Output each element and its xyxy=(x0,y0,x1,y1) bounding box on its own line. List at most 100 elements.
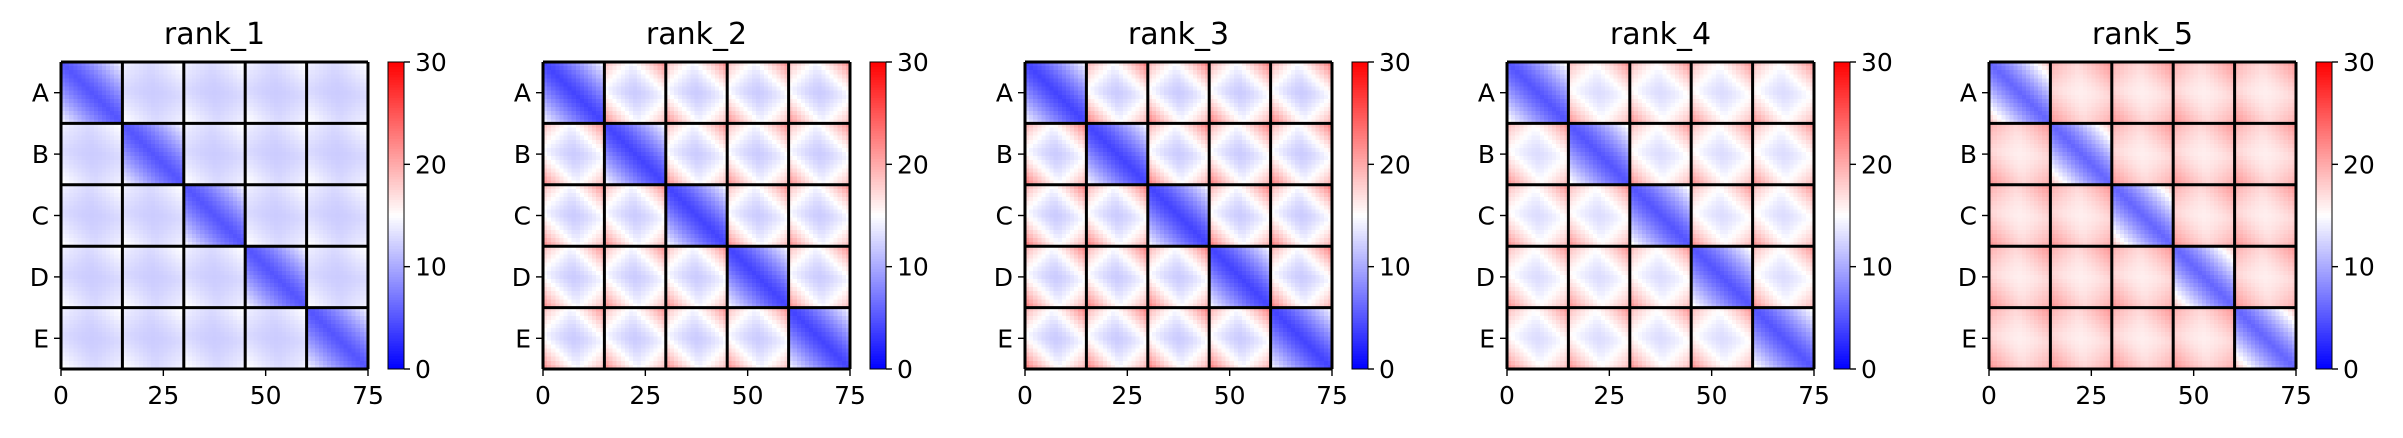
heatmap-cell xyxy=(106,94,111,100)
heatmap-cell xyxy=(159,119,164,124)
heatmap-cell xyxy=(142,205,148,210)
heatmap-cell xyxy=(61,303,66,308)
heatmap-cell xyxy=(69,233,74,239)
heatmap-cell xyxy=(187,266,193,272)
heatmap-cell xyxy=(273,315,279,321)
heatmap-cell xyxy=(163,127,168,132)
heatmap-cell xyxy=(265,242,271,247)
heatmap-cell xyxy=(77,86,82,91)
heatmap-cell xyxy=(187,295,193,300)
heatmap-cell xyxy=(241,119,246,124)
heatmap-cell xyxy=(282,184,287,190)
heatmap-cell xyxy=(187,287,193,292)
heatmap-cell xyxy=(159,74,164,79)
heatmap-cell xyxy=(310,266,316,272)
heatmap-cell xyxy=(142,70,148,75)
heatmap-cell xyxy=(126,111,131,116)
heatmap-cell xyxy=(73,270,78,276)
heatmap-cell xyxy=(191,94,197,100)
heatmap-cell xyxy=(216,180,221,186)
heatmap-cell xyxy=(196,192,201,198)
heatmap-cell xyxy=(110,86,115,91)
heatmap-cell xyxy=(187,111,193,116)
heatmap-cell xyxy=(151,221,156,227)
heatmap-cell xyxy=(118,315,123,321)
heatmap-cell xyxy=(363,115,369,120)
heatmap-cell xyxy=(302,319,307,325)
heatmap-cell xyxy=(138,217,144,222)
heatmap-cell xyxy=(335,98,340,104)
heatmap-cell xyxy=(245,90,250,96)
heatmap-cell xyxy=(69,307,74,313)
heatmap-cell xyxy=(273,229,279,235)
heatmap-cell xyxy=(343,188,348,194)
heatmap-cell xyxy=(249,172,254,177)
heatmap-cell xyxy=(175,119,181,124)
heatmap-cell xyxy=(101,156,107,161)
heatmap-cell xyxy=(106,315,111,321)
heatmap-cell xyxy=(339,66,344,71)
heatmap-cell xyxy=(118,283,123,288)
heatmap-cell xyxy=(331,213,336,218)
heatmap-cell xyxy=(302,283,307,288)
heatmap-cell xyxy=(159,315,164,321)
heatmap-cell xyxy=(179,250,185,255)
heatmap-cell xyxy=(159,209,164,214)
heatmap-cell xyxy=(335,274,340,280)
heatmap-cell xyxy=(146,94,152,100)
heatmap-cell xyxy=(196,233,201,239)
heatmap-cell xyxy=(228,283,234,288)
heatmap-cell xyxy=(318,225,324,231)
heatmap-cell xyxy=(220,254,226,259)
heatmap-cell xyxy=(142,217,148,222)
heatmap-cell xyxy=(355,152,361,157)
heatmap-cell xyxy=(232,98,238,104)
heatmap-cell xyxy=(294,246,299,251)
heatmap-cell xyxy=(65,229,70,235)
heatmap-cell xyxy=(69,152,74,157)
heatmap-cell xyxy=(363,221,369,227)
heatmap-cell xyxy=(273,225,279,231)
heatmap-cell xyxy=(241,250,246,255)
heatmap-cell xyxy=(220,160,226,165)
heatmap-cell xyxy=(310,197,316,202)
heatmap-cell xyxy=(204,90,209,96)
heatmap-cell xyxy=(237,62,242,67)
heatmap-cell xyxy=(97,172,103,177)
heatmap-cell xyxy=(151,295,156,300)
heatmap-cell xyxy=(359,201,365,206)
heatmap-cell xyxy=(331,258,336,263)
heatmap-cell xyxy=(327,311,332,317)
heatmap-cell xyxy=(146,270,152,276)
heatmap-cell xyxy=(191,287,197,292)
heatmap-cell xyxy=(93,295,99,300)
heatmap-cell xyxy=(167,152,172,157)
heatmap-cell xyxy=(257,328,262,333)
heatmap-cell xyxy=(122,115,127,120)
heatmap-cell xyxy=(204,242,209,247)
heatmap-cell xyxy=(343,168,348,173)
heatmap-cell xyxy=(327,94,332,100)
heatmap-cell xyxy=(101,328,107,333)
heatmap-cell xyxy=(212,217,217,222)
heatmap-cell xyxy=(335,299,340,304)
heatmap-cell xyxy=(89,147,95,153)
heatmap-cell xyxy=(257,78,262,83)
heatmap-cell xyxy=(257,160,262,165)
heatmap-cell xyxy=(77,143,82,149)
heatmap-cell xyxy=(237,70,242,75)
heatmap-cell xyxy=(249,119,254,124)
heatmap-cell xyxy=(122,205,127,210)
heatmap-cell xyxy=(171,332,176,337)
heatmap-cell xyxy=(61,62,66,67)
heatmap-cell xyxy=(138,115,144,120)
heatmap-cell xyxy=(224,332,230,337)
heatmap-cell xyxy=(122,262,127,268)
heatmap-cell xyxy=(220,180,226,186)
heatmap-cell xyxy=(261,242,267,247)
heatmap-cell xyxy=(273,172,279,177)
heatmap-cell xyxy=(331,201,336,206)
heatmap-cell xyxy=(187,238,193,243)
heatmap-cell xyxy=(273,221,279,227)
heatmap-cell xyxy=(175,135,181,141)
